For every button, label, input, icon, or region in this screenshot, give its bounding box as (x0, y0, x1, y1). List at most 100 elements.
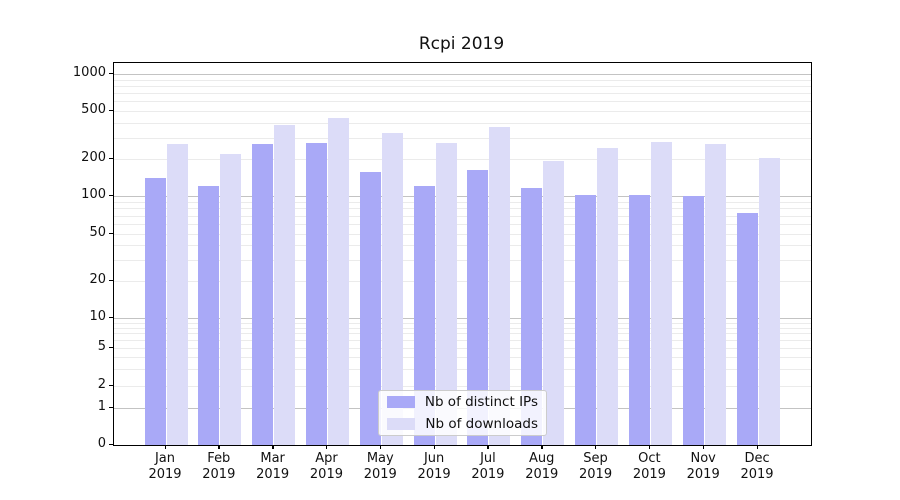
legend-swatch-distinct-ips (387, 396, 415, 408)
bar-distinct-ips (252, 144, 274, 445)
x-tick-mark (379, 445, 382, 449)
y-tick-mark (109, 316, 113, 318)
y-tick-mark (109, 279, 113, 281)
bar-distinct-ips (682, 196, 704, 445)
x-tick-label: Oct 2019 (632, 451, 666, 482)
bar-downloads (381, 132, 403, 445)
y-tick-label: 100 (81, 187, 106, 202)
x-tick-label: Dec 2019 (740, 451, 774, 482)
y-tick-label: 1 (97, 399, 106, 414)
bar-distinct-ips (305, 142, 327, 445)
y-tick-label: 5 (97, 339, 106, 354)
gridline-major (114, 74, 811, 75)
x-tick-mark (702, 445, 705, 449)
gridline-minor (114, 111, 811, 112)
y-tick-mark (109, 406, 113, 408)
bar-distinct-ips (144, 178, 166, 445)
gridline-minor (114, 333, 811, 335)
x-tick-label: Jun 2019 (417, 451, 451, 482)
y-tick-mark (109, 72, 113, 74)
legend-label-downloads: Nb of downloads (425, 416, 538, 432)
bar-distinct-ips (736, 212, 758, 445)
x-tick-mark (433, 445, 435, 449)
x-tick-label: Nov 2019 (686, 451, 720, 482)
gridline-minor (114, 122, 811, 124)
y-tick-mark (109, 194, 113, 196)
gridline-minor (114, 327, 811, 329)
x-tick-mark (756, 445, 758, 449)
x-tick-mark (487, 445, 489, 449)
gridline-minor (114, 340, 811, 342)
y-tick-mark (109, 346, 113, 348)
gridline-minor (114, 93, 811, 95)
bar-distinct-ips (628, 195, 650, 445)
x-tick-label: Sep 2019 (579, 451, 613, 482)
gridline-minor (114, 101, 811, 103)
gridline-major (114, 196, 811, 197)
bar-distinct-ips (413, 185, 435, 445)
gridline-minor (114, 369, 811, 371)
y-tick-label: 500 (81, 102, 106, 117)
bar-downloads (274, 125, 296, 445)
x-tick-label: Jul 2019 (471, 451, 505, 482)
x-tick-mark (541, 445, 543, 449)
y-tick-label: 2 (97, 377, 106, 392)
gridline-minor (114, 322, 811, 324)
gridline-minor (114, 208, 811, 210)
x-tick-label: Aug 2019 (525, 451, 559, 482)
x-tick-mark (218, 445, 220, 449)
bar-downloads (166, 144, 188, 445)
plot-area (113, 62, 812, 446)
bar-downloads (220, 154, 242, 445)
bar-downloads (650, 141, 672, 445)
bar-downloads (758, 158, 780, 445)
gridline-minor (114, 215, 811, 217)
x-tick-mark (595, 445, 597, 449)
bar-downloads (489, 126, 511, 445)
gridline-minor (114, 79, 811, 81)
y-tick-label: 200 (81, 150, 106, 165)
y-tick-mark (109, 384, 113, 386)
x-tick-mark (272, 445, 274, 449)
gridline-minor (114, 386, 811, 387)
legend-entry-downloads: Nb of downloads (379, 415, 546, 433)
gridline-minor (114, 201, 811, 203)
x-tick-mark (648, 445, 651, 449)
y-tick-label: 50 (89, 225, 106, 240)
y-tick-mark (109, 157, 113, 159)
bar-distinct-ips (575, 195, 597, 445)
bar-distinct-ips (521, 188, 543, 445)
legend-entry-distinct-ips: Nb of distinct IPs (379, 393, 546, 411)
gridline-minor (114, 234, 811, 235)
gridline-minor (114, 260, 811, 262)
bar-distinct-ips (198, 186, 220, 445)
y-tick-label: 20 (89, 272, 106, 287)
y-tick-label: 0 (97, 436, 106, 451)
x-tick-mark (325, 445, 328, 449)
y-tick-label: 10 (89, 309, 106, 324)
gridline-minor (114, 348, 811, 349)
chart-title: Rcpi 2019 (418, 34, 505, 54)
gridline-minor (114, 281, 811, 282)
gridline-major (114, 318, 811, 319)
legend-label-distinct-ips: Nb of distinct IPs (424, 394, 538, 410)
x-tick-label: Mar 2019 (256, 451, 290, 482)
bar-downloads (435, 142, 457, 445)
gridline-minor (114, 85, 811, 87)
legend-swatch-downloads (387, 418, 415, 430)
y-tick-mark (109, 232, 113, 234)
x-tick-mark (164, 445, 166, 449)
gridline-minor (114, 245, 811, 247)
y-tick-mark (109, 109, 113, 111)
bar-distinct-ips (359, 171, 381, 445)
x-tick-label: Apr 2019 (309, 451, 343, 482)
x-tick-label: Feb 2019 (202, 451, 236, 482)
y-tick-mark (109, 443, 113, 445)
legend: Nb of distinct IPs Nb of downloads (378, 390, 547, 436)
bar-downloads (597, 147, 619, 445)
gridline-minor (114, 159, 811, 160)
gridline-minor (114, 357, 811, 359)
bar-distinct-ips (467, 170, 489, 445)
gridline-minor (114, 224, 811, 225)
